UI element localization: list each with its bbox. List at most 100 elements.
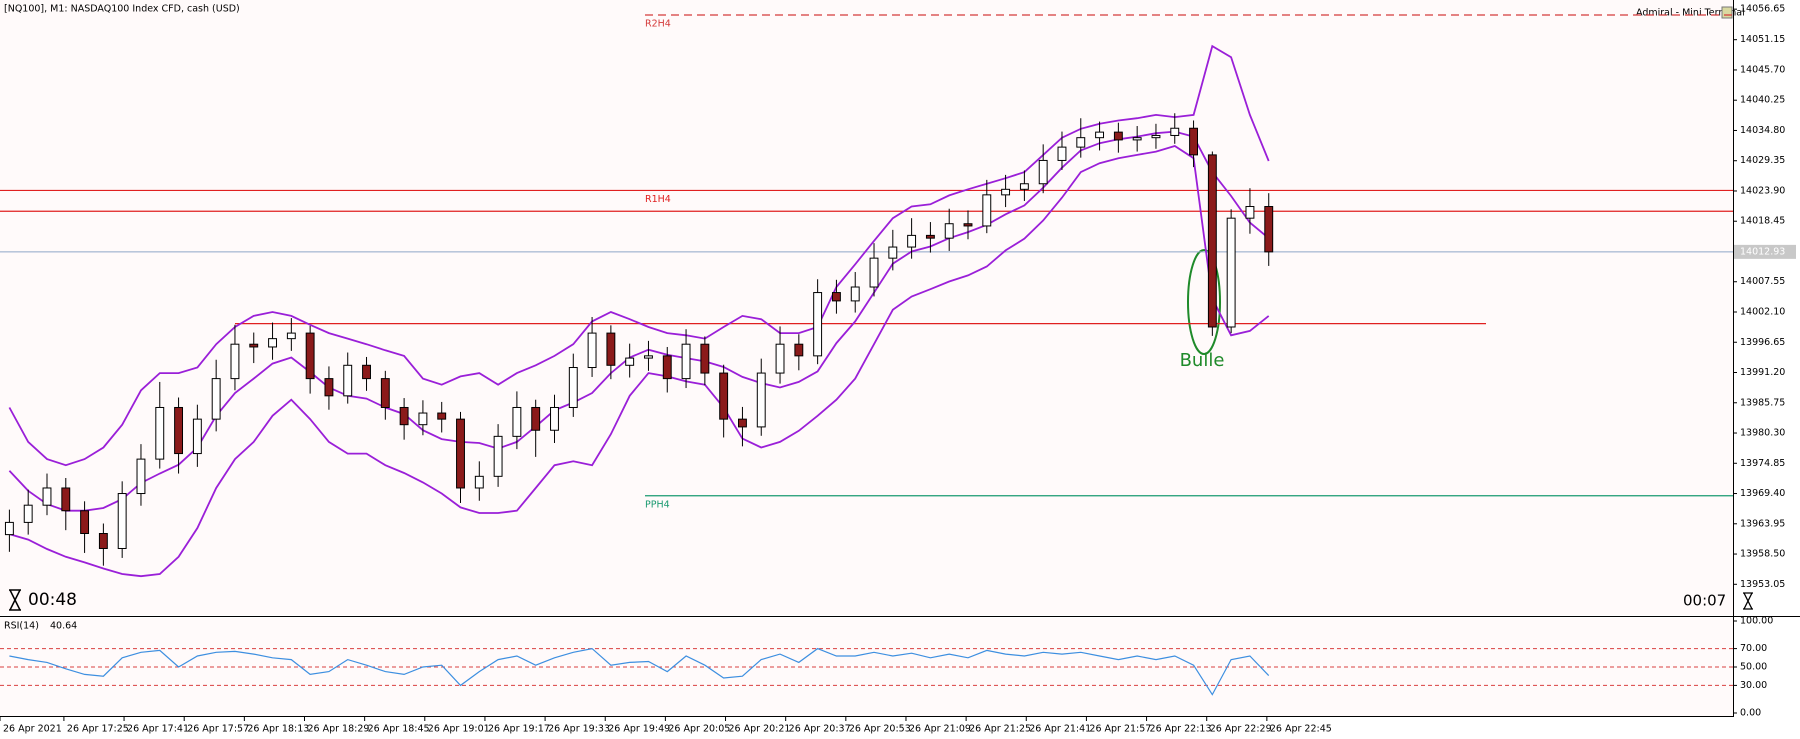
y-tick-label: 13958.50 xyxy=(1740,549,1785,560)
x-tick-label: 26 Apr 19:49 xyxy=(608,724,670,735)
y-tick-label: 13991.20 xyxy=(1740,367,1785,378)
candle-body xyxy=(324,378,334,397)
candle-body xyxy=(249,343,259,348)
candle-body xyxy=(719,372,729,420)
x-tick-label: 26 Apr 20:37 xyxy=(789,724,851,735)
y-tick-label: 13980.30 xyxy=(1740,428,1785,439)
level-label: R1H4 xyxy=(645,194,671,205)
y-tick-label: 50.00 xyxy=(1740,662,1767,673)
x-tick-label: 26 Apr 19:17 xyxy=(488,724,550,735)
candle-body xyxy=(98,533,108,549)
candle-body xyxy=(418,412,428,426)
candle-body xyxy=(963,223,973,227)
last-price-tag xyxy=(1734,244,1796,259)
candle-body xyxy=(1038,159,1048,185)
candle-body xyxy=(1226,217,1236,328)
y-tick-label: 13963.95 xyxy=(1740,518,1785,529)
candle-body xyxy=(531,406,541,431)
timer-right: 00:07 xyxy=(1683,592,1726,610)
rsi-value: 40.64 xyxy=(50,621,77,632)
candle-body xyxy=(907,234,917,248)
candle-body xyxy=(305,332,315,380)
candle-body xyxy=(775,343,785,374)
candle-body xyxy=(1095,131,1105,139)
candle-body xyxy=(662,355,672,380)
candle-body xyxy=(850,286,860,302)
candle-body xyxy=(1057,146,1067,161)
candle-body xyxy=(268,338,277,348)
y-tick-label: 14002.10 xyxy=(1740,306,1785,317)
timer-left-icon xyxy=(9,589,21,611)
candle-body xyxy=(869,257,879,288)
candle-body xyxy=(1245,206,1255,219)
candle-body xyxy=(925,234,935,239)
candle-body xyxy=(644,355,653,359)
chart-header: [NQ100], M1: NASDAQ100 Index CFD, cash (… xyxy=(4,4,240,15)
x-tick-label: 26 Apr 2021 xyxy=(3,724,62,735)
candle-body xyxy=(23,504,33,523)
y-tick-label: 70.00 xyxy=(1740,643,1767,654)
candle-body xyxy=(944,223,954,239)
candle-body xyxy=(474,475,484,489)
level-label: R2H4 xyxy=(645,18,671,29)
last-price-label: 14012.93 xyxy=(1740,246,1785,257)
candle-body xyxy=(1001,188,1011,196)
candle-body xyxy=(831,292,841,302)
y-tick-label: 30.00 xyxy=(1740,680,1767,691)
candle-body xyxy=(1113,131,1123,141)
bollinger-band xyxy=(9,145,1270,578)
candle-body xyxy=(493,435,503,477)
x-tick-label: 26 Apr 17:57 xyxy=(187,724,249,735)
y-tick-label: 14007.55 xyxy=(1740,276,1785,287)
candle-body xyxy=(1076,137,1086,148)
y-tick-label: 14045.70 xyxy=(1740,64,1785,75)
y-tick-label: 14018.45 xyxy=(1740,216,1785,227)
candle-body xyxy=(813,292,823,357)
annotation-ellipse xyxy=(1187,249,1221,355)
candle-body xyxy=(136,458,146,495)
x-tick-label: 26 Apr 21:25 xyxy=(969,724,1031,735)
x-tick-label: 26 Apr 17:41 xyxy=(127,724,189,735)
x-tick-label: 26 Apr 20:53 xyxy=(849,724,911,735)
x-tick-label: 26 Apr 21:09 xyxy=(909,724,971,735)
candle-body xyxy=(1170,127,1180,136)
candle-body xyxy=(117,493,127,549)
candle-body xyxy=(512,406,522,437)
x-tick-label: 26 Apr 17:25 xyxy=(67,724,129,735)
candle-body xyxy=(1019,183,1029,190)
candle-body xyxy=(1189,127,1198,156)
candle-body xyxy=(982,194,992,227)
candle-body xyxy=(343,364,353,397)
candle-body xyxy=(737,418,747,428)
candle-body xyxy=(380,378,390,408)
candle-body xyxy=(700,343,710,374)
y-tick-label: 13969.40 xyxy=(1740,488,1785,499)
x-tick-label: 26 Apr 22:13 xyxy=(1150,724,1212,735)
candle-body xyxy=(456,418,465,489)
y-tick-label: 14051.15 xyxy=(1740,34,1785,45)
y-tick-label: 13996.65 xyxy=(1740,337,1785,348)
y-tick-label: 13985.75 xyxy=(1740,397,1785,408)
candle-body xyxy=(362,364,371,380)
y-tick-label: 13953.05 xyxy=(1740,579,1785,590)
y-tick-label: 14023.90 xyxy=(1740,185,1785,196)
y-tick-label: 14034.80 xyxy=(1740,125,1785,136)
annotation: Bulle xyxy=(1180,350,1225,371)
main-panel xyxy=(0,0,1733,615)
rsi-title: RSI(14) xyxy=(4,621,39,632)
candle-body xyxy=(1151,134,1161,139)
candle-body xyxy=(568,367,578,408)
candle-body xyxy=(587,332,597,369)
candle-body xyxy=(155,406,165,460)
x-tick-label: 26 Apr 18:13 xyxy=(247,724,309,735)
candle-body xyxy=(1264,206,1274,253)
candle-body xyxy=(625,357,635,366)
candle-body xyxy=(174,406,184,455)
x-tick-label: 26 Apr 19:01 xyxy=(428,724,490,735)
y-tick-label: 13974.85 xyxy=(1740,458,1785,469)
candle-body xyxy=(286,332,296,340)
candle-body xyxy=(550,406,559,431)
x-tick-label: 26 Apr 20:21 xyxy=(729,724,791,735)
candle-body xyxy=(1132,137,1142,141)
